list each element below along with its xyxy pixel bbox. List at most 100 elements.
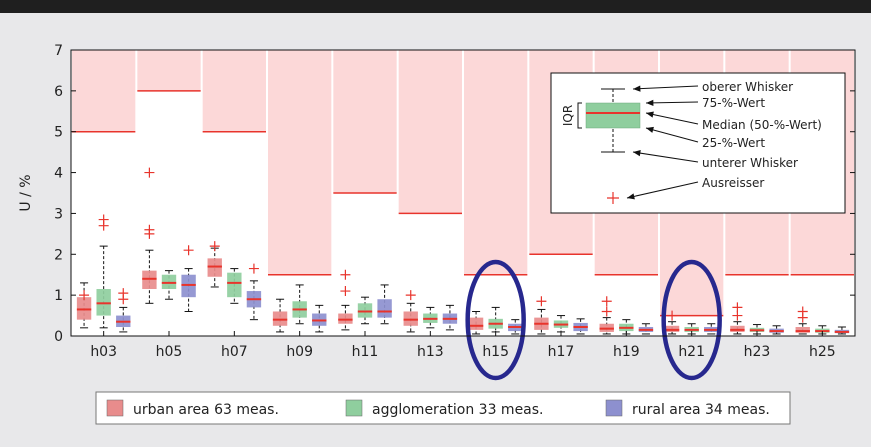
explainer-arrow-head	[646, 111, 654, 118]
box-body	[161, 274, 177, 290]
x-tick-label: h21	[678, 344, 705, 360]
box-h15-1	[468, 310, 484, 335]
legend-swatch	[345, 399, 363, 417]
outlier-mark	[732, 302, 743, 313]
box-h07-1	[207, 241, 222, 288]
box-body	[207, 258, 222, 277]
outlier-mark	[340, 286, 351, 297]
box-h25-3	[834, 326, 850, 335]
box-h15-3	[508, 319, 523, 335]
box-h05-3	[181, 245, 196, 312]
box-body	[377, 299, 392, 318]
box-body	[96, 289, 111, 316]
box-h03-1	[76, 282, 92, 329]
box-body	[272, 311, 288, 326]
box-h23-3	[769, 325, 784, 335]
explainer-arrow-head	[646, 99, 654, 106]
y-tick-label: 6	[54, 84, 63, 100]
box-body	[795, 327, 810, 333]
explainer-arrow-head	[627, 193, 635, 200]
legend: urban area 63 meas. agglomeration 33 meas…	[95, 391, 791, 425]
y-tick-label: 5	[54, 125, 63, 141]
axes: 0 1 2 3 4 5 6 7 h03 h05 h07 h09 h11 h13 h15 h17 h19 h21 h2…	[18, 43, 856, 360]
explainer-label: 75-%-Wert	[702, 96, 765, 110]
x-tick-label: h09	[286, 344, 313, 360]
outlier-mark	[601, 296, 612, 307]
outlier-mark	[405, 290, 416, 301]
x-tick-label: h07	[221, 344, 248, 360]
outlier-mark	[183, 245, 194, 256]
explainer-arrow-line	[645, 127, 699, 143]
explainer-label: 25-%-Wert	[702, 136, 765, 150]
x-tick-label: h15	[482, 344, 509, 360]
explainer-arrow-head	[633, 150, 641, 157]
limit-region	[268, 50, 332, 275]
box-h17-3	[573, 318, 588, 335]
box-body	[357, 303, 373, 318]
boxplot-explainer: IQR oberer Whisker 75-%-Wert Median (50-%-W…	[550, 72, 846, 214]
y-tick-label: 4	[54, 166, 63, 182]
box-h09-2	[292, 284, 307, 325]
legend-label: urban area 63 meas.	[133, 402, 279, 418]
box-body	[227, 272, 242, 298]
outlier-mark	[98, 214, 109, 225]
y-tick-label: 3	[54, 206, 63, 222]
box-body	[181, 274, 196, 298]
y-tick-label: 0	[54, 329, 63, 345]
box-h09-1	[272, 298, 288, 333]
explainer-iqr-bracket	[577, 102, 582, 129]
explainer-iqr-label: IQR	[561, 105, 575, 126]
legend-label: rural area 34 meas.	[632, 402, 770, 418]
explainer-arrow-line	[632, 151, 699, 163]
y-tick-label: 2	[54, 247, 63, 263]
box-h19-3	[638, 323, 654, 335]
box-h13-3	[442, 304, 458, 331]
box-h23-1	[730, 302, 745, 335]
box-body	[142, 270, 157, 290]
outlier-mark	[79, 290, 90, 301]
box-h21-1	[664, 310, 680, 335]
explainer-arrow-line	[626, 181, 699, 199]
explainer-label: unterer Whisker	[702, 156, 798, 170]
box-h03-2	[96, 214, 111, 329]
box-h13-2	[423, 306, 438, 329]
legend-frame	[95, 391, 791, 425]
box-h07-2	[227, 268, 242, 304]
outlier-mark	[601, 306, 612, 317]
outlier-mark	[667, 310, 678, 321]
explainer-box	[585, 102, 641, 129]
box-h25-1	[795, 306, 810, 335]
y-tick-label: 7	[54, 43, 63, 59]
box-body	[76, 297, 92, 320]
x-tick-label: h19	[613, 344, 640, 360]
box-h19-1	[599, 296, 614, 335]
legend-swatch	[605, 399, 623, 417]
y-axis-label: U / %	[18, 174, 34, 211]
highlight-ellipse-h15	[465, 259, 526, 381]
explainer-label: oberer Whisker	[702, 80, 793, 94]
legend-swatch	[106, 399, 124, 417]
x-tick-label: h25	[809, 344, 836, 360]
top-bar	[0, 0, 871, 13]
box-h11-3	[377, 284, 392, 325]
outlier-mark	[340, 269, 351, 280]
outlier-mark	[144, 167, 155, 178]
outlier-mark	[248, 263, 259, 274]
box-body	[338, 313, 353, 324]
explainer-outlier	[607, 192, 619, 204]
box-body	[664, 325, 680, 332]
box-h21-3	[704, 323, 719, 335]
box-h05-2	[161, 270, 177, 300]
box-h11-1	[338, 269, 353, 331]
highlight-ellipse-h21	[661, 259, 722, 381]
box-h17-2	[553, 315, 569, 333]
outlier-mark	[144, 224, 155, 235]
box-h05-1	[142, 167, 157, 304]
limit-region	[137, 50, 201, 91]
legend-label: agglomeration 33 meas.	[372, 402, 544, 418]
x-tick-label: h05	[156, 344, 183, 360]
outlier-mark	[797, 306, 808, 317]
explainer-label: Ausreisser	[702, 176, 764, 190]
limit-region	[72, 50, 136, 132]
